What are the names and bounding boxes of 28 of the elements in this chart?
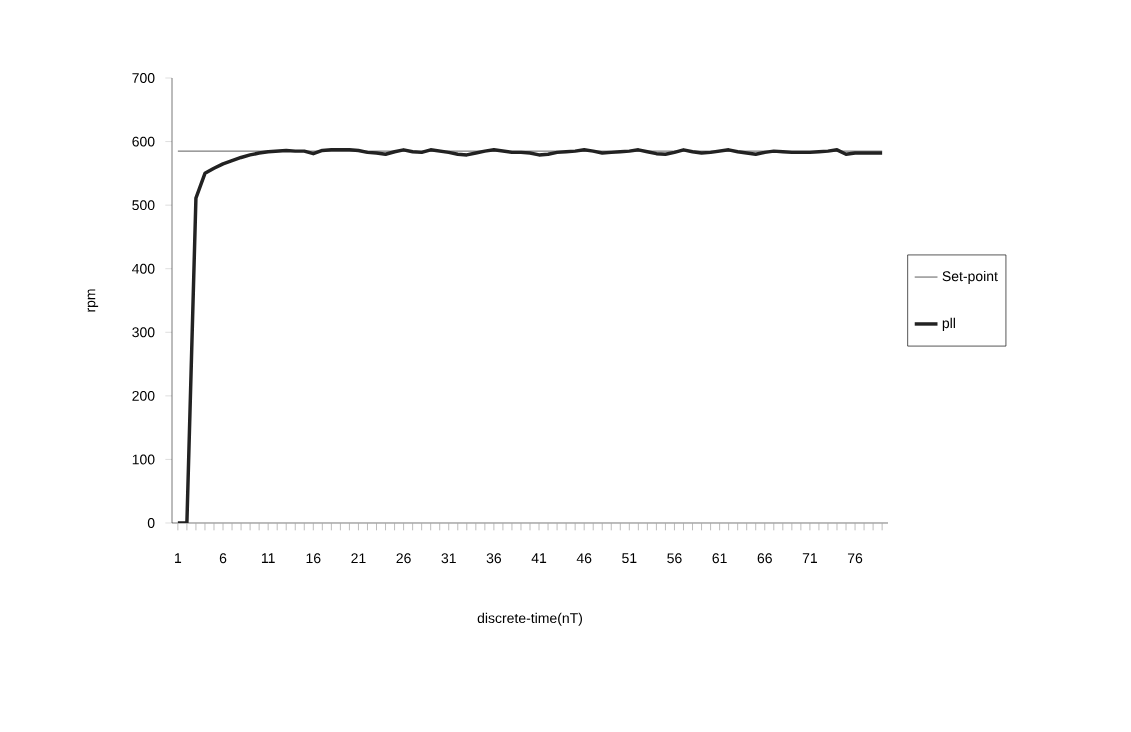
x-tick-label: 61 — [712, 553, 727, 564]
y-tick-label: 200 — [132, 390, 155, 401]
x-tick-label: 71 — [802, 553, 817, 563]
x-tick-label: 41 — [531, 553, 547, 563]
x-tick-label: 31 — [441, 553, 456, 564]
x-tick-label: 56 — [667, 553, 682, 564]
x-tick-label: 26 — [396, 553, 411, 564]
y-tick-label: 700 — [132, 73, 155, 83]
x-tick-label: 46 — [576, 553, 592, 564]
y-tick-label: 300 — [132, 327, 155, 338]
x-tick-label: 1 — [175, 553, 182, 563]
y-tick-label: 100 — [132, 454, 155, 465]
y-axis-title: rpm — [87, 289, 99, 312]
x-tick-label: 51 — [622, 553, 637, 564]
x-tick-label: 76 — [847, 553, 863, 564]
x-tick-label: 21 — [351, 553, 366, 564]
y-tick-label: 0 — [147, 518, 155, 528]
x-axis-title: discrete-time(nT) — [477, 612, 583, 626]
legend-label: Set-point — [942, 270, 998, 284]
x-tick-label: 36 — [486, 553, 502, 564]
y-tick-label: 500 — [132, 200, 155, 211]
x-tick-label: 66 — [757, 553, 772, 564]
x-tick-label: 6 — [219, 553, 227, 564]
x-tick-label: 11 — [261, 553, 275, 563]
legend-label: pll — [942, 317, 955, 331]
y-tick-label: 600 — [132, 136, 155, 147]
y-tick-label: 400 — [132, 263, 155, 274]
x-tick-label: 16 — [306, 553, 321, 564]
